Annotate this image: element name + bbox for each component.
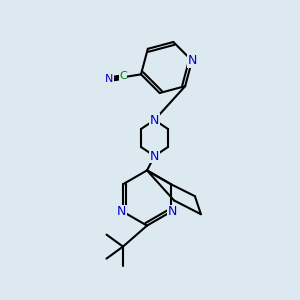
Text: N: N — [150, 149, 159, 163]
Text: N: N — [150, 113, 159, 127]
Text: C: C — [119, 71, 127, 81]
Text: N: N — [168, 205, 177, 218]
Text: N: N — [105, 74, 114, 84]
Text: N: N — [187, 54, 197, 67]
Text: N: N — [117, 205, 126, 218]
